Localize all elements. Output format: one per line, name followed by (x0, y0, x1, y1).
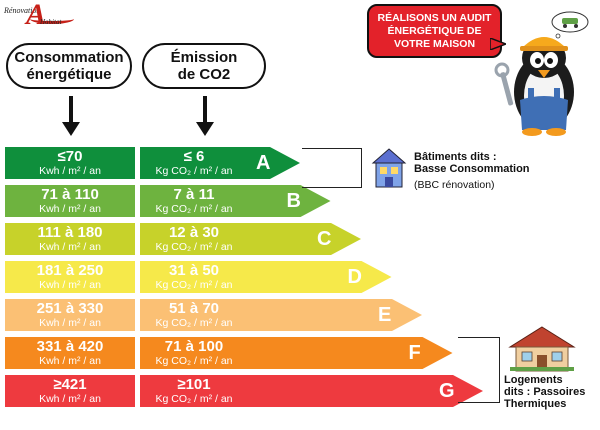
rating-row-a: ≤70 Kwh / m² / an ≤ 6 Kg CO₂ / m² / an A (0, 147, 600, 179)
co2-value: ≤ 6 (183, 148, 205, 165)
rating-row-d: 181 à 250 Kwh / m² / an 31 à 50 Kg CO₂ / m²… (0, 261, 600, 293)
audit-speech-bubble: RÉALISONS UN AUDIT ÉNERGÉTIQUE DE VOTRE … (367, 4, 502, 58)
co2-value: ≥101 (177, 376, 211, 393)
header-consumption: Consommation énergétique (6, 43, 132, 89)
co2-unit: Kg CO₂ / m² / an (155, 203, 233, 215)
co2-value: 51 à 70 (168, 300, 220, 317)
consumption-unit: Kwh / m² / an (39, 165, 101, 177)
co2-unit: Kg CO₂ / m² / an (155, 279, 233, 291)
co2-cell: ≥101 Kg CO₂ / m² / an (140, 375, 248, 407)
consumption-value: 181 à 250 (36, 262, 104, 279)
consumption-value: 331 à 420 (36, 338, 104, 355)
arrow-down-icon (62, 96, 80, 136)
consumption-cell: 71 à 110 Kwh / m² / an (5, 185, 135, 217)
rating-letter: A (256, 151, 271, 174)
logo-top-text: Rénovation (4, 6, 41, 15)
co2-value: 71 à 100 (164, 338, 224, 355)
consumption-unit: Kwh / m² / an (39, 241, 101, 253)
logo-bottom-text: Habitat (40, 18, 62, 26)
co2-unit: Kg CO₂ / m² / an (155, 241, 233, 253)
rating-letter: B (286, 189, 301, 212)
audit-bubble-text: RÉALISONS UN AUDIT ÉNERGÉTIQUE DE VOTRE … (377, 11, 492, 50)
arrow-down-icon (196, 96, 214, 136)
co2-cell: 7 à 11 Kg CO₂ / m² / an (140, 185, 248, 217)
consumption-cell: 331 à 420 Kwh / m² / an (5, 337, 135, 369)
co2-unit: Kg CO₂ / m² / an (155, 355, 233, 367)
consumption-unit: Kwh / m² / an (39, 393, 101, 405)
rating-arrow-bar (140, 337, 453, 369)
rating-row-c: 111 à 180 Kwh / m² / an 12 à 30 Kg CO₂ / m²… (0, 223, 600, 255)
rating-letter: F (408, 341, 421, 364)
logo-swoosh-icon (30, 14, 74, 24)
header-consumption-label: Consommation énergétique (14, 49, 124, 83)
bbc-title: Bâtiments dits : Basse Consommation (414, 151, 530, 175)
rating-arrow-bar (140, 375, 483, 407)
rating-letter: G (439, 379, 455, 402)
rating-arrow-bar (140, 299, 422, 331)
co2-value: 7 à 11 (173, 186, 215, 203)
consumption-value: 71 à 110 (41, 186, 99, 203)
co2-cell: 31 à 50 Kg CO₂ / m² / an (140, 261, 248, 293)
penguin-worker-icon (494, 11, 589, 136)
co2-unit: Kg CO₂ / m² / an (155, 317, 233, 329)
consumption-unit: Kwh / m² / an (39, 203, 101, 215)
rating-row-b: 71 à 110 Kwh / m² / an 7 à 11 Kg CO₂ / m² /… (0, 185, 600, 217)
house-icon (371, 148, 407, 188)
consumption-cell: 181 à 250 Kwh / m² / an (5, 261, 135, 293)
rating-letter: D (347, 265, 362, 288)
consumption-cell: 111 à 180 Kwh / m² / an (5, 223, 135, 255)
bracket-bbc (302, 148, 362, 188)
consumption-unit: Kwh / m² / an (39, 317, 101, 329)
rating-row-f: 331 à 420 Kwh / m² / an 71 à 100 Kg CO₂ / m… (0, 337, 600, 369)
bubble-tail-icon (490, 38, 506, 50)
passoires-title: Logements dits : Passoires Thermiques (504, 374, 586, 410)
rating-row-e: 251 à 330 Kwh / m² / an 51 à 70 Kg CO₂ / m²… (0, 299, 600, 331)
co2-cell: 12 à 30 Kg CO₂ / m² / an (140, 223, 248, 255)
consumption-value: ≤70 (57, 148, 83, 165)
consumption-cell: ≥421 Kwh / m² / an (5, 375, 135, 407)
header-emission-label: Émission de CO2 (170, 49, 238, 83)
co2-value: 12 à 30 (168, 224, 220, 241)
rating-arrow-bar (140, 223, 361, 255)
rating-row-g: ≥421 Kwh / m² / an ≥101 Kg CO₂ / m² / an G (0, 375, 600, 407)
consumption-cell: ≤70 Kwh / m² / an (5, 147, 135, 179)
co2-cell: 51 à 70 Kg CO₂ / m² / an (140, 299, 248, 331)
co2-cell: 71 à 100 Kg CO₂ / m² / an (140, 337, 248, 369)
consumption-unit: Kwh / m² / an (39, 355, 101, 367)
consumption-value: ≥421 (53, 376, 87, 393)
co2-value: 31 à 50 (168, 262, 220, 279)
consumption-cell: 251 à 330 Kwh / m² / an (5, 299, 135, 331)
rating-arrow-bar (140, 185, 331, 217)
rating-letter: C (317, 227, 332, 250)
consumption-unit: Kwh / m² / an (39, 279, 101, 291)
co2-unit: Kg CO₂ / m² / an (155, 393, 233, 405)
cottage-icon (508, 326, 576, 372)
bracket-passoires (458, 337, 500, 403)
consumption-value: 111 à 180 (37, 224, 103, 241)
consumption-value: 251 à 330 (36, 300, 104, 317)
rating-arrow-bar (140, 147, 300, 179)
co2-cell: ≤ 6 Kg CO₂ / m² / an (140, 147, 248, 179)
rating-arrow-bar (140, 261, 392, 293)
bbc-note: (BBC rénovation) (414, 179, 495, 191)
header-emission: Émission de CO2 (142, 43, 266, 89)
brand-logo: Rénovation A Habitat (4, 0, 74, 30)
rating-letter: E (378, 303, 392, 326)
co2-unit: Kg CO₂ / m² / an (155, 165, 233, 177)
